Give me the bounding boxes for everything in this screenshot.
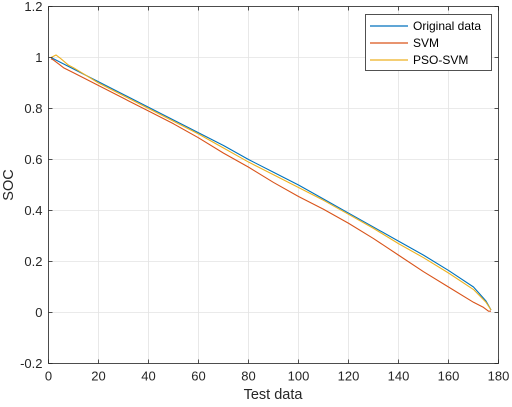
y-tick-label: 1 bbox=[35, 50, 42, 65]
x-tick-label: 140 bbox=[388, 369, 410, 384]
x-axis-label: Test data bbox=[244, 387, 304, 402]
x-tick-label: 40 bbox=[141, 369, 155, 384]
x-tick-label: 100 bbox=[288, 369, 310, 384]
y-tick-label: 0.8 bbox=[24, 101, 42, 116]
y-tick-label: 0.6 bbox=[24, 152, 42, 167]
x-tick-label: 20 bbox=[91, 369, 105, 384]
y-axis-label: SOC bbox=[1, 169, 17, 200]
ticks: 0 20 40 60 80 100 120 140 160 180-0.200.20.40.60.… bbox=[20, 0, 509, 384]
series-lines bbox=[50, 54, 492, 312]
legend: Original data SVM PSO-SVM bbox=[365, 14, 492, 71]
x-tick-label: 120 bbox=[338, 369, 360, 384]
x-tick-label: 60 bbox=[191, 369, 205, 384]
y-tick-label: 0.4 bbox=[24, 203, 42, 218]
y-tick-label: -0.2 bbox=[20, 356, 42, 371]
x-tick-label: 0 bbox=[45, 369, 52, 384]
x-tick-label: 180 bbox=[488, 369, 510, 384]
series-line-svm bbox=[50, 58, 491, 312]
x-tick-label: 80 bbox=[241, 369, 255, 384]
series-line-original-data bbox=[50, 57, 492, 311]
y-tick-label: 0 bbox=[35, 305, 42, 320]
y-tick-label: 0.2 bbox=[24, 254, 42, 269]
series-line-pso-svm bbox=[50, 54, 492, 311]
legend-label-original-data: Original data bbox=[413, 19, 481, 33]
legend-label-pso-svm: PSO-SVM bbox=[413, 53, 468, 67]
legend-label-svm: SVM bbox=[413, 36, 439, 50]
x-tick-label: 160 bbox=[438, 369, 460, 384]
plot-frame bbox=[48, 6, 499, 364]
y-tick-label: 1.2 bbox=[24, 0, 42, 14]
